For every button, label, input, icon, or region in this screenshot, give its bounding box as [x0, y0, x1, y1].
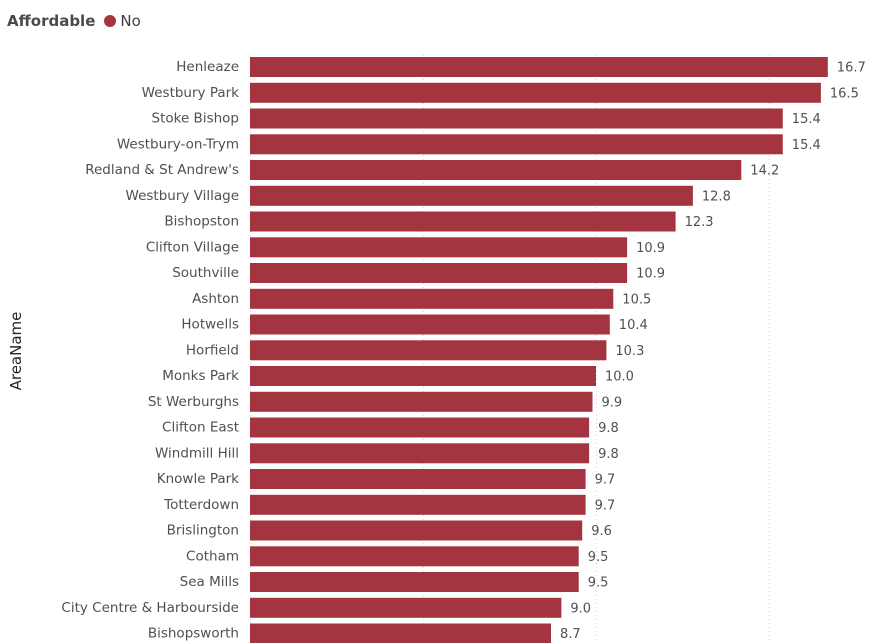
data-label: 10.3 — [615, 344, 644, 359]
data-label: 9.5 — [588, 550, 609, 565]
category-label: Henleaze — [176, 59, 239, 75]
data-label: 10.9 — [636, 267, 665, 282]
category-label: Bishopston — [164, 214, 239, 230]
category-label: Redland & St Andrew's — [85, 162, 239, 178]
bar[interactable] — [250, 469, 586, 489]
category-label: Knowle Park — [157, 471, 239, 487]
legend-item-label: No — [120, 12, 141, 30]
category-label: Stoke Bishop — [152, 111, 240, 127]
bar[interactable] — [250, 108, 783, 129]
bar[interactable] — [250, 134, 783, 155]
data-label: 10.4 — [619, 318, 648, 333]
data-label: 14.2 — [750, 164, 779, 179]
legend: Affordable No — [7, 10, 141, 32]
bar[interactable] — [250, 546, 579, 567]
bar[interactable] — [250, 520, 583, 541]
data-label: 9.6 — [591, 524, 612, 539]
bar[interactable] — [250, 572, 579, 592]
data-label: 12.3 — [685, 215, 714, 230]
bar[interactable] — [250, 623, 551, 643]
bar[interactable] — [250, 160, 742, 180]
data-label: 8.7 — [560, 627, 581, 642]
category-label: Windmill Hill — [155, 445, 239, 461]
bar[interactable] — [250, 417, 590, 438]
bar[interactable] — [250, 211, 676, 232]
data-label: 9.5 — [588, 576, 609, 591]
data-label: 9.8 — [598, 421, 619, 436]
bar[interactable] — [250, 82, 821, 103]
bar[interactable] — [250, 237, 628, 258]
category-label: Horfield — [186, 342, 239, 358]
category-label: St Werburghs — [148, 394, 239, 410]
bar[interactable] — [250, 288, 614, 309]
category-label: Clifton East — [162, 420, 239, 436]
bar[interactable] — [250, 314, 610, 335]
data-label: 9.0 — [570, 601, 591, 616]
category-label: Sea Mills — [180, 574, 239, 590]
bar[interactable] — [250, 263, 628, 283]
data-label: 15.4 — [792, 138, 821, 153]
category-label: City Centre & Harbourside — [61, 600, 239, 616]
data-label: 16.5 — [830, 86, 859, 101]
data-label: 10.0 — [605, 370, 634, 385]
bar[interactable] — [250, 597, 562, 618]
category-label: Hotwells — [181, 317, 239, 333]
bar[interactable] — [250, 391, 593, 412]
data-label: 9.8 — [598, 447, 619, 462]
legend-title: Affordable — [7, 12, 96, 30]
data-label: 9.7 — [595, 498, 616, 513]
category-label: Bishopsworth — [148, 626, 239, 642]
data-label: 10.9 — [636, 241, 665, 256]
data-label: 10.5 — [622, 292, 651, 307]
data-label: 12.8 — [702, 189, 731, 204]
data-label: 16.7 — [837, 61, 866, 76]
bar[interactable] — [250, 366, 596, 386]
category-label: Southville — [172, 265, 239, 281]
bar[interactable] — [250, 443, 590, 464]
bar[interactable] — [250, 57, 828, 77]
data-label: 9.7 — [595, 473, 616, 488]
category-label: Westbury-on-Trym — [117, 136, 239, 152]
bar[interactable] — [250, 494, 586, 515]
category-label: Westbury Park — [142, 85, 240, 101]
bar[interactable] — [250, 340, 607, 361]
bar[interactable] — [250, 185, 693, 206]
legend-marker-no — [104, 15, 117, 27]
category-label: Clifton Village — [146, 239, 239, 255]
category-label: Cotham — [186, 548, 239, 564]
category-label: Monks Park — [162, 368, 239, 384]
category-label: Westbury Village — [126, 188, 239, 204]
data-label: 15.4 — [792, 112, 821, 127]
category-label: Ashton — [192, 291, 239, 307]
category-label: Brislington — [167, 523, 239, 539]
data-label: 9.9 — [602, 395, 623, 410]
category-label: Totterdown — [163, 497, 239, 513]
